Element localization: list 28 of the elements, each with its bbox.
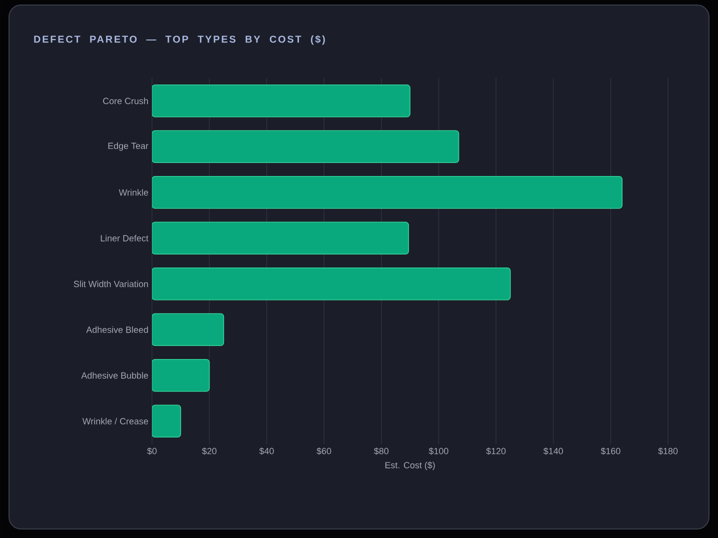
x-tick-label: $120	[486, 448, 506, 455]
y-tick-label: Slit Width Variation	[74, 280, 148, 288]
bar	[152, 222, 409, 255]
y-tick-label: Core Crush	[103, 98, 148, 104]
y-tick-label: Wrinkle / Crease	[82, 418, 148, 424]
bar	[152, 267, 511, 300]
y-tick-label: Wrinkle	[118, 189, 148, 196]
y-tick-label: Adhesive Bleed	[86, 326, 148, 333]
bar	[152, 404, 182, 438]
x-tick-label: $20	[202, 448, 216, 455]
chart-title: DEFECT PARETO — TOP TYPES BY COST ($)	[34, 35, 325, 45]
bar	[152, 313, 224, 346]
x-tick-label: $160	[600, 448, 620, 455]
x-axis-title: Est. Cost ($)	[385, 462, 435, 470]
x-tick-label: $140	[543, 448, 563, 455]
y-tick-label: Edge Tear	[108, 142, 148, 151]
bar	[152, 130, 460, 164]
bar	[152, 84, 410, 118]
x-tick-label: $100	[428, 448, 448, 455]
bar	[152, 176, 623, 209]
bar	[152, 358, 210, 392]
x-tick-label: $40	[259, 448, 274, 455]
y-tick-label: Liner Defect	[100, 234, 148, 242]
x-tick-label: $80	[374, 448, 388, 455]
x-tick-label: $0	[147, 448, 157, 455]
x-tick-label: $60	[316, 448, 332, 455]
x-tick-label: $180	[658, 448, 678, 455]
y-tick-label: Adhesive Bubble	[81, 372, 148, 379]
